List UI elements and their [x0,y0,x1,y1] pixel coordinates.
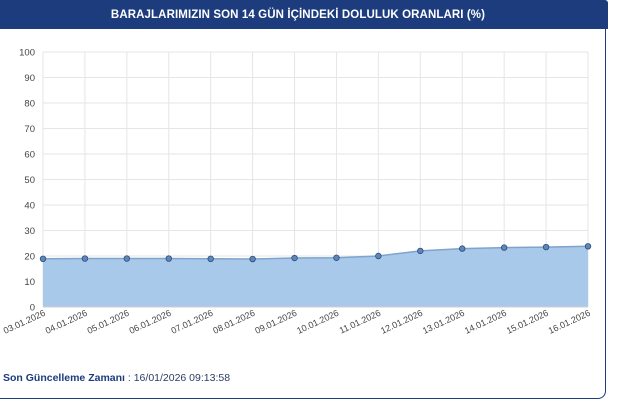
x-tick-label: 13.01.2026 [421,308,466,336]
x-tick-label: 11.01.2026 [338,308,382,336]
last-update-separator: : [124,372,134,384]
x-tick-label: 08.01.2026 [211,308,256,336]
data-point [291,254,298,262]
y-tick-label: 30 [24,226,35,237]
last-update-label: Son Güncelleme Zamanı [3,372,125,384]
data-point [207,255,214,263]
y-tick-label: 70 [24,124,35,135]
y-tick-label: 90 [24,73,35,84]
data-point [165,255,172,262]
chart-header: BARAJLARIMIZIN SON 14 GÜN İÇİNDEKİ DOLUL… [0,0,608,29]
y-tick-label: 40 [24,201,35,212]
x-tick-label: 06.01.2026 [128,308,173,336]
chart-panel: 0 10 20 30 40 50 60 70 80 90 100 03.01.2026 04.01.20… [0,29,606,399]
y-tick-label: 60 [24,150,35,161]
y-tick-label: 10 [24,277,35,288]
data-point [123,255,131,262]
x-tick-label: 04.01.2026 [44,308,89,336]
data-point [249,255,256,263]
y-tick-label: 100 [19,48,35,59]
dam-occupancy-area-chart: 0 10 20 30 40 50 60 70 80 90 100 03.01.202604.01.20… [2,48,592,336]
x-tick-label: 16.01.2026 [547,308,592,336]
x-tick-label: 14.01.2026 [463,308,508,336]
y-tick-label: 50 [24,175,35,186]
y-tick-label: 80 [24,99,35,110]
data-point [459,245,466,252]
data-point [542,243,550,251]
x-tick-label: 10.01.2026 [295,308,340,336]
chart-title: BARAJLARIMIZIN SON 14 GÜN İÇİNDEKİ DOLUL… [110,8,486,21]
data-point [39,255,47,263]
data-point [333,254,340,261]
x-tick-label: 09.01.2026 [253,308,298,336]
y-tick-label: 0 [30,303,35,314]
x-tick-label: 12.01.2026 [379,308,424,336]
y-tick-label: 20 [24,252,35,263]
x-tick-label: 07.01.2026 [169,308,214,336]
last-update-value: 16/01/2026 09:13:58 [133,372,231,384]
data-point [81,255,89,262]
data-point [584,243,592,250]
series-line [42,245,589,260]
data-point [500,244,508,251]
data-point [375,252,382,260]
x-tick-label: 03.01.2026 [2,308,47,336]
x-tick-label: 05.01.2026 [86,308,131,336]
series-area [43,246,588,307]
last-update-footer: Son Güncelleme Zamanı : 16/01/2026 09:13… [3,372,230,384]
x-tick-label: 15.01.2026 [505,308,550,336]
data-point [417,247,424,255]
